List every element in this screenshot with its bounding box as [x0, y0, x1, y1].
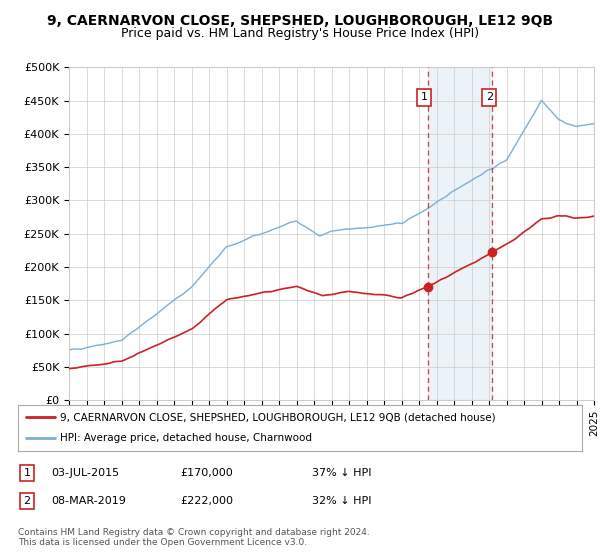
Text: £222,000: £222,000 [180, 496, 233, 506]
Text: HPI: Average price, detached house, Charnwood: HPI: Average price, detached house, Char… [60, 433, 313, 444]
Text: Contains HM Land Registry data © Crown copyright and database right 2024.
This d: Contains HM Land Registry data © Crown c… [18, 528, 370, 547]
Bar [428, 67, 492, 400]
Text: 2: 2 [486, 92, 493, 102]
Text: 08-MAR-2019: 08-MAR-2019 [51, 496, 126, 506]
Text: 9, CAERNARVON CLOSE, SHEPSHED, LOUGHBOROUGH, LE12 9QB: 9, CAERNARVON CLOSE, SHEPSHED, LOUGHBORO… [47, 14, 553, 28]
Text: 37% ↓ HPI: 37% ↓ HPI [312, 468, 371, 478]
Text: £170,000: £170,000 [180, 468, 233, 478]
Text: 1: 1 [23, 468, 31, 478]
Text: 9, CAERNARVON CLOSE, SHEPSHED, LOUGHBOROUGH, LE12 9QB (detached house): 9, CAERNARVON CLOSE, SHEPSHED, LOUGHBORO… [60, 412, 496, 422]
Text: 32% ↓ HPI: 32% ↓ HPI [312, 496, 371, 506]
Text: 1: 1 [421, 92, 428, 102]
Text: Price paid vs. HM Land Registry's House Price Index (HPI): Price paid vs. HM Land Registry's House … [121, 27, 479, 40]
Text: 03-JUL-2015: 03-JUL-2015 [51, 468, 119, 478]
Text: 2: 2 [23, 496, 31, 506]
